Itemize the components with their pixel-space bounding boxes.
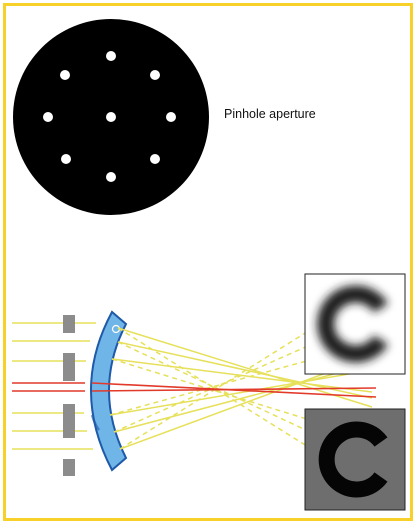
pinhole <box>166 112 176 122</box>
pinhole <box>106 172 116 182</box>
pinhole-aperture-disc <box>13 19 209 215</box>
refracted-red-rays <box>91 382 377 398</box>
incoming-red-rays <box>12 382 85 392</box>
pinhole <box>150 70 160 80</box>
pinhole <box>106 51 116 61</box>
sharp-c-optotype <box>304 408 406 511</box>
aperture-blocks <box>63 315 75 476</box>
pinhole <box>43 112 53 122</box>
pinhole <box>60 70 70 80</box>
pinhole <box>150 154 160 164</box>
pinhole <box>106 112 116 122</box>
pinhole-aperture-label: Pinhole aperture <box>224 107 316 121</box>
blurred-c-optotype <box>304 273 406 375</box>
incoming-yellow-rays <box>12 322 96 450</box>
pinhole <box>61 154 71 164</box>
